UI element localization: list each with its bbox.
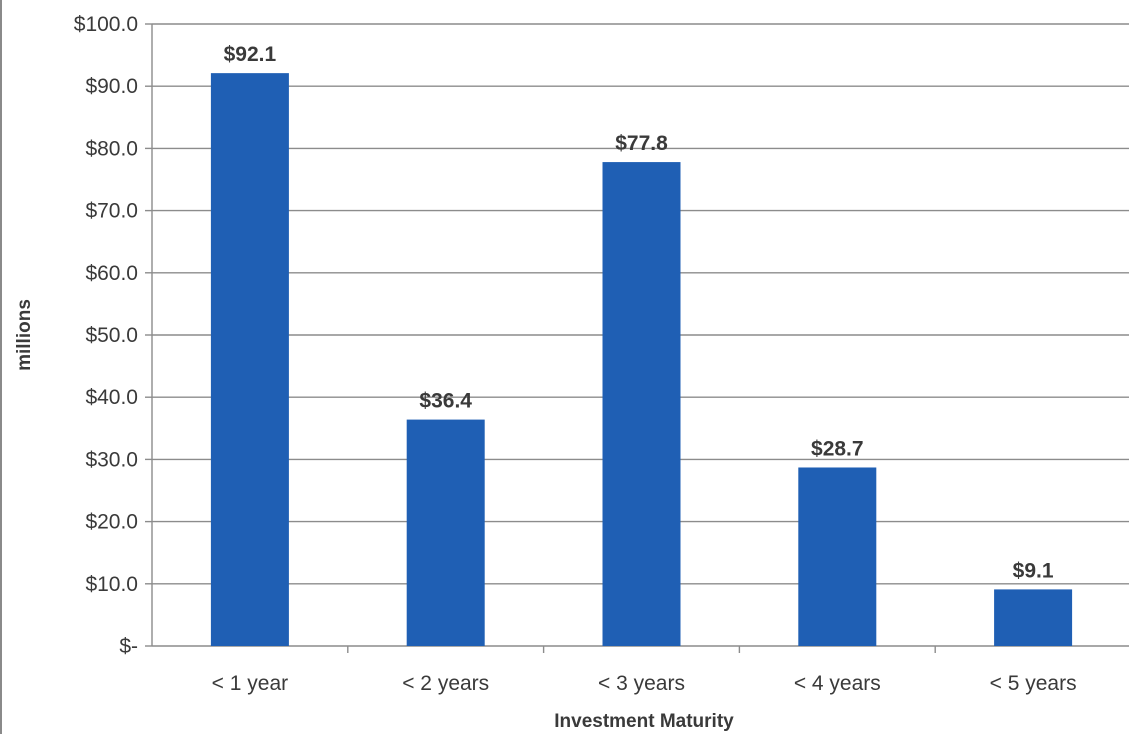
bars xyxy=(210,73,1073,647)
data-label: $28.7 xyxy=(811,437,864,460)
bar xyxy=(602,162,681,647)
y-axis-title: millions xyxy=(14,299,35,371)
y-tick-label: $90.0 xyxy=(85,75,138,98)
x-tick-label: < 1 year xyxy=(212,672,288,695)
bar xyxy=(994,589,1073,646)
data-label: $92.1 xyxy=(224,43,277,66)
data-label: $36.4 xyxy=(419,390,472,413)
bar xyxy=(406,419,485,646)
bar xyxy=(798,467,877,646)
x-tick-label: < 2 years xyxy=(402,672,489,695)
data-label: $9.1 xyxy=(1013,559,1054,582)
data-label: $77.8 xyxy=(615,132,668,155)
y-tick-label: $50.0 xyxy=(85,324,138,347)
bar xyxy=(210,73,289,646)
y-tick-label: $10.0 xyxy=(85,573,138,596)
y-tick-label: $20.0 xyxy=(85,511,138,534)
y-tick-label: $70.0 xyxy=(85,200,138,223)
x-tick-label: < 5 years xyxy=(990,672,1077,695)
y-tick-label: $40.0 xyxy=(85,386,138,409)
y-tick-label: $100.0 xyxy=(74,13,138,36)
y-tick-label: $- xyxy=(119,635,138,658)
x-tick-label: < 4 years xyxy=(794,672,881,695)
y-tick-label: $60.0 xyxy=(85,262,138,285)
labels: $- $10.0 $20.0 $30.0 $40.0 $50.0 $60.0 $70.0 $80… xyxy=(74,13,1077,695)
x-tick-label: < 3 years xyxy=(598,672,685,695)
x-axis-title: Investment Maturity xyxy=(554,711,734,732)
y-tick-label: $80.0 xyxy=(85,137,138,160)
y-tick-label: $30.0 xyxy=(85,448,138,471)
